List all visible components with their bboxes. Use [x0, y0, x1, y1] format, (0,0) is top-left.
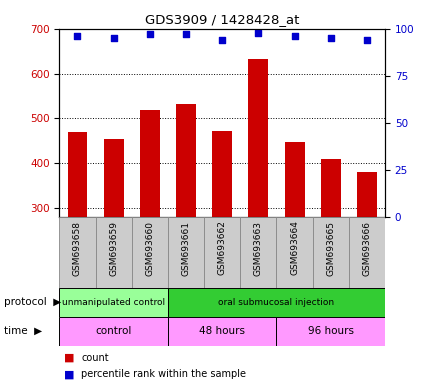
FancyBboxPatch shape	[95, 217, 132, 288]
Text: GSM693664: GSM693664	[290, 220, 299, 275]
FancyBboxPatch shape	[276, 217, 313, 288]
Text: ■: ■	[64, 353, 74, 363]
Text: GSM693665: GSM693665	[326, 220, 335, 275]
Bar	[249, 59, 268, 217]
Text: control: control	[95, 326, 132, 336]
Point	[219, 37, 226, 43]
Point	[327, 35, 334, 41]
FancyBboxPatch shape	[59, 317, 168, 346]
Text: percentile rank within the sample: percentile rank within the sample	[81, 369, 246, 379]
Point	[74, 33, 81, 40]
Point	[255, 30, 262, 36]
Text: oral submucosal injection: oral submucosal injection	[218, 298, 334, 307]
Bar	[357, 172, 377, 217]
Text: GSM693661: GSM693661	[182, 220, 191, 275]
Text: unmanipulated control: unmanipulated control	[62, 298, 165, 307]
Point	[147, 31, 154, 38]
FancyBboxPatch shape	[276, 317, 385, 346]
Point	[363, 37, 370, 43]
FancyBboxPatch shape	[349, 217, 385, 288]
Text: count: count	[81, 353, 109, 363]
FancyBboxPatch shape	[59, 217, 95, 288]
Text: GSM693666: GSM693666	[363, 220, 371, 275]
Text: protocol  ▶: protocol ▶	[4, 297, 62, 308]
Point	[110, 35, 117, 41]
Bar	[321, 159, 341, 217]
Bar	[212, 131, 232, 217]
FancyBboxPatch shape	[313, 217, 349, 288]
Text: GSM693663: GSM693663	[254, 220, 263, 275]
FancyBboxPatch shape	[168, 217, 204, 288]
FancyBboxPatch shape	[168, 317, 276, 346]
Text: ■: ■	[64, 369, 74, 379]
FancyBboxPatch shape	[240, 217, 276, 288]
Text: 48 hours: 48 hours	[199, 326, 245, 336]
Text: GSM693659: GSM693659	[109, 220, 118, 275]
Title: GDS3909 / 1428428_at: GDS3909 / 1428428_at	[145, 13, 299, 26]
Bar	[176, 104, 196, 217]
Point	[183, 31, 190, 38]
Text: GSM693662: GSM693662	[218, 220, 227, 275]
FancyBboxPatch shape	[59, 288, 168, 317]
Text: GSM693660: GSM693660	[145, 220, 154, 275]
Text: GSM693658: GSM693658	[73, 220, 82, 275]
Bar	[104, 139, 124, 217]
Bar	[140, 110, 160, 217]
FancyBboxPatch shape	[168, 288, 385, 317]
FancyBboxPatch shape	[132, 217, 168, 288]
Point	[291, 33, 298, 40]
Text: time  ▶: time ▶	[4, 326, 43, 336]
Bar	[68, 132, 88, 217]
Text: 96 hours: 96 hours	[308, 326, 354, 336]
FancyBboxPatch shape	[204, 217, 240, 288]
Bar	[285, 142, 304, 217]
